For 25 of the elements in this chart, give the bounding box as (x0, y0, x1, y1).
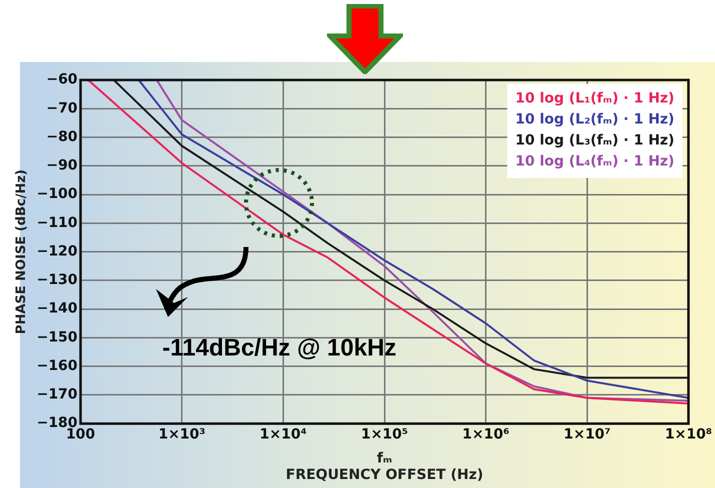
y-tick-label: −130 (36, 272, 78, 288)
y-tick-label: −140 (36, 300, 78, 317)
annotation: -114dBc/Hz @ 10kHz (162, 334, 396, 362)
y-tick-label: −170 (36, 386, 78, 403)
y-tick-label: −100 (36, 186, 78, 202)
y-tick-label: −90 (46, 158, 78, 174)
x-tick-label: 1×10⁴ (260, 426, 307, 443)
text: 10 log (L₃(fₘ) · 1 Hz) (515, 132, 674, 149)
x-tick-label: 1×10⁷ (564, 426, 611, 443)
x-tick-label: 1×10⁵ (360, 426, 408, 443)
text: 10 log (L₄(fₘ) · 1 Hz) (515, 154, 674, 170)
y-tick-label: −160 (36, 358, 78, 374)
y-tick-label: −80 (46, 128, 78, 145)
y-tick-label: −60 (46, 72, 78, 88)
y-tick-label: −150 (36, 329, 78, 346)
x-axis-title: fₘ FREQUENCY OFFSET (Hz) (286, 450, 484, 484)
y-tick-label: −70 (46, 100, 78, 116)
y-tick-label: −120 (36, 243, 78, 260)
x-tick-label: 1×10⁶ (462, 426, 510, 443)
text: 10 log (L₁(fₘ) · 1 Hz) (515, 90, 674, 107)
y-axis-title: PHASE NOISE (dBc/Hz) (14, 169, 30, 334)
text: 10 log (L₂(fₘ) · 1 Hz) (515, 112, 674, 128)
y-tick-label: −110 (36, 214, 78, 231)
x-tick-label: 1×10⁸ (664, 426, 712, 443)
x-tick-label: 1×10³ (158, 426, 206, 443)
